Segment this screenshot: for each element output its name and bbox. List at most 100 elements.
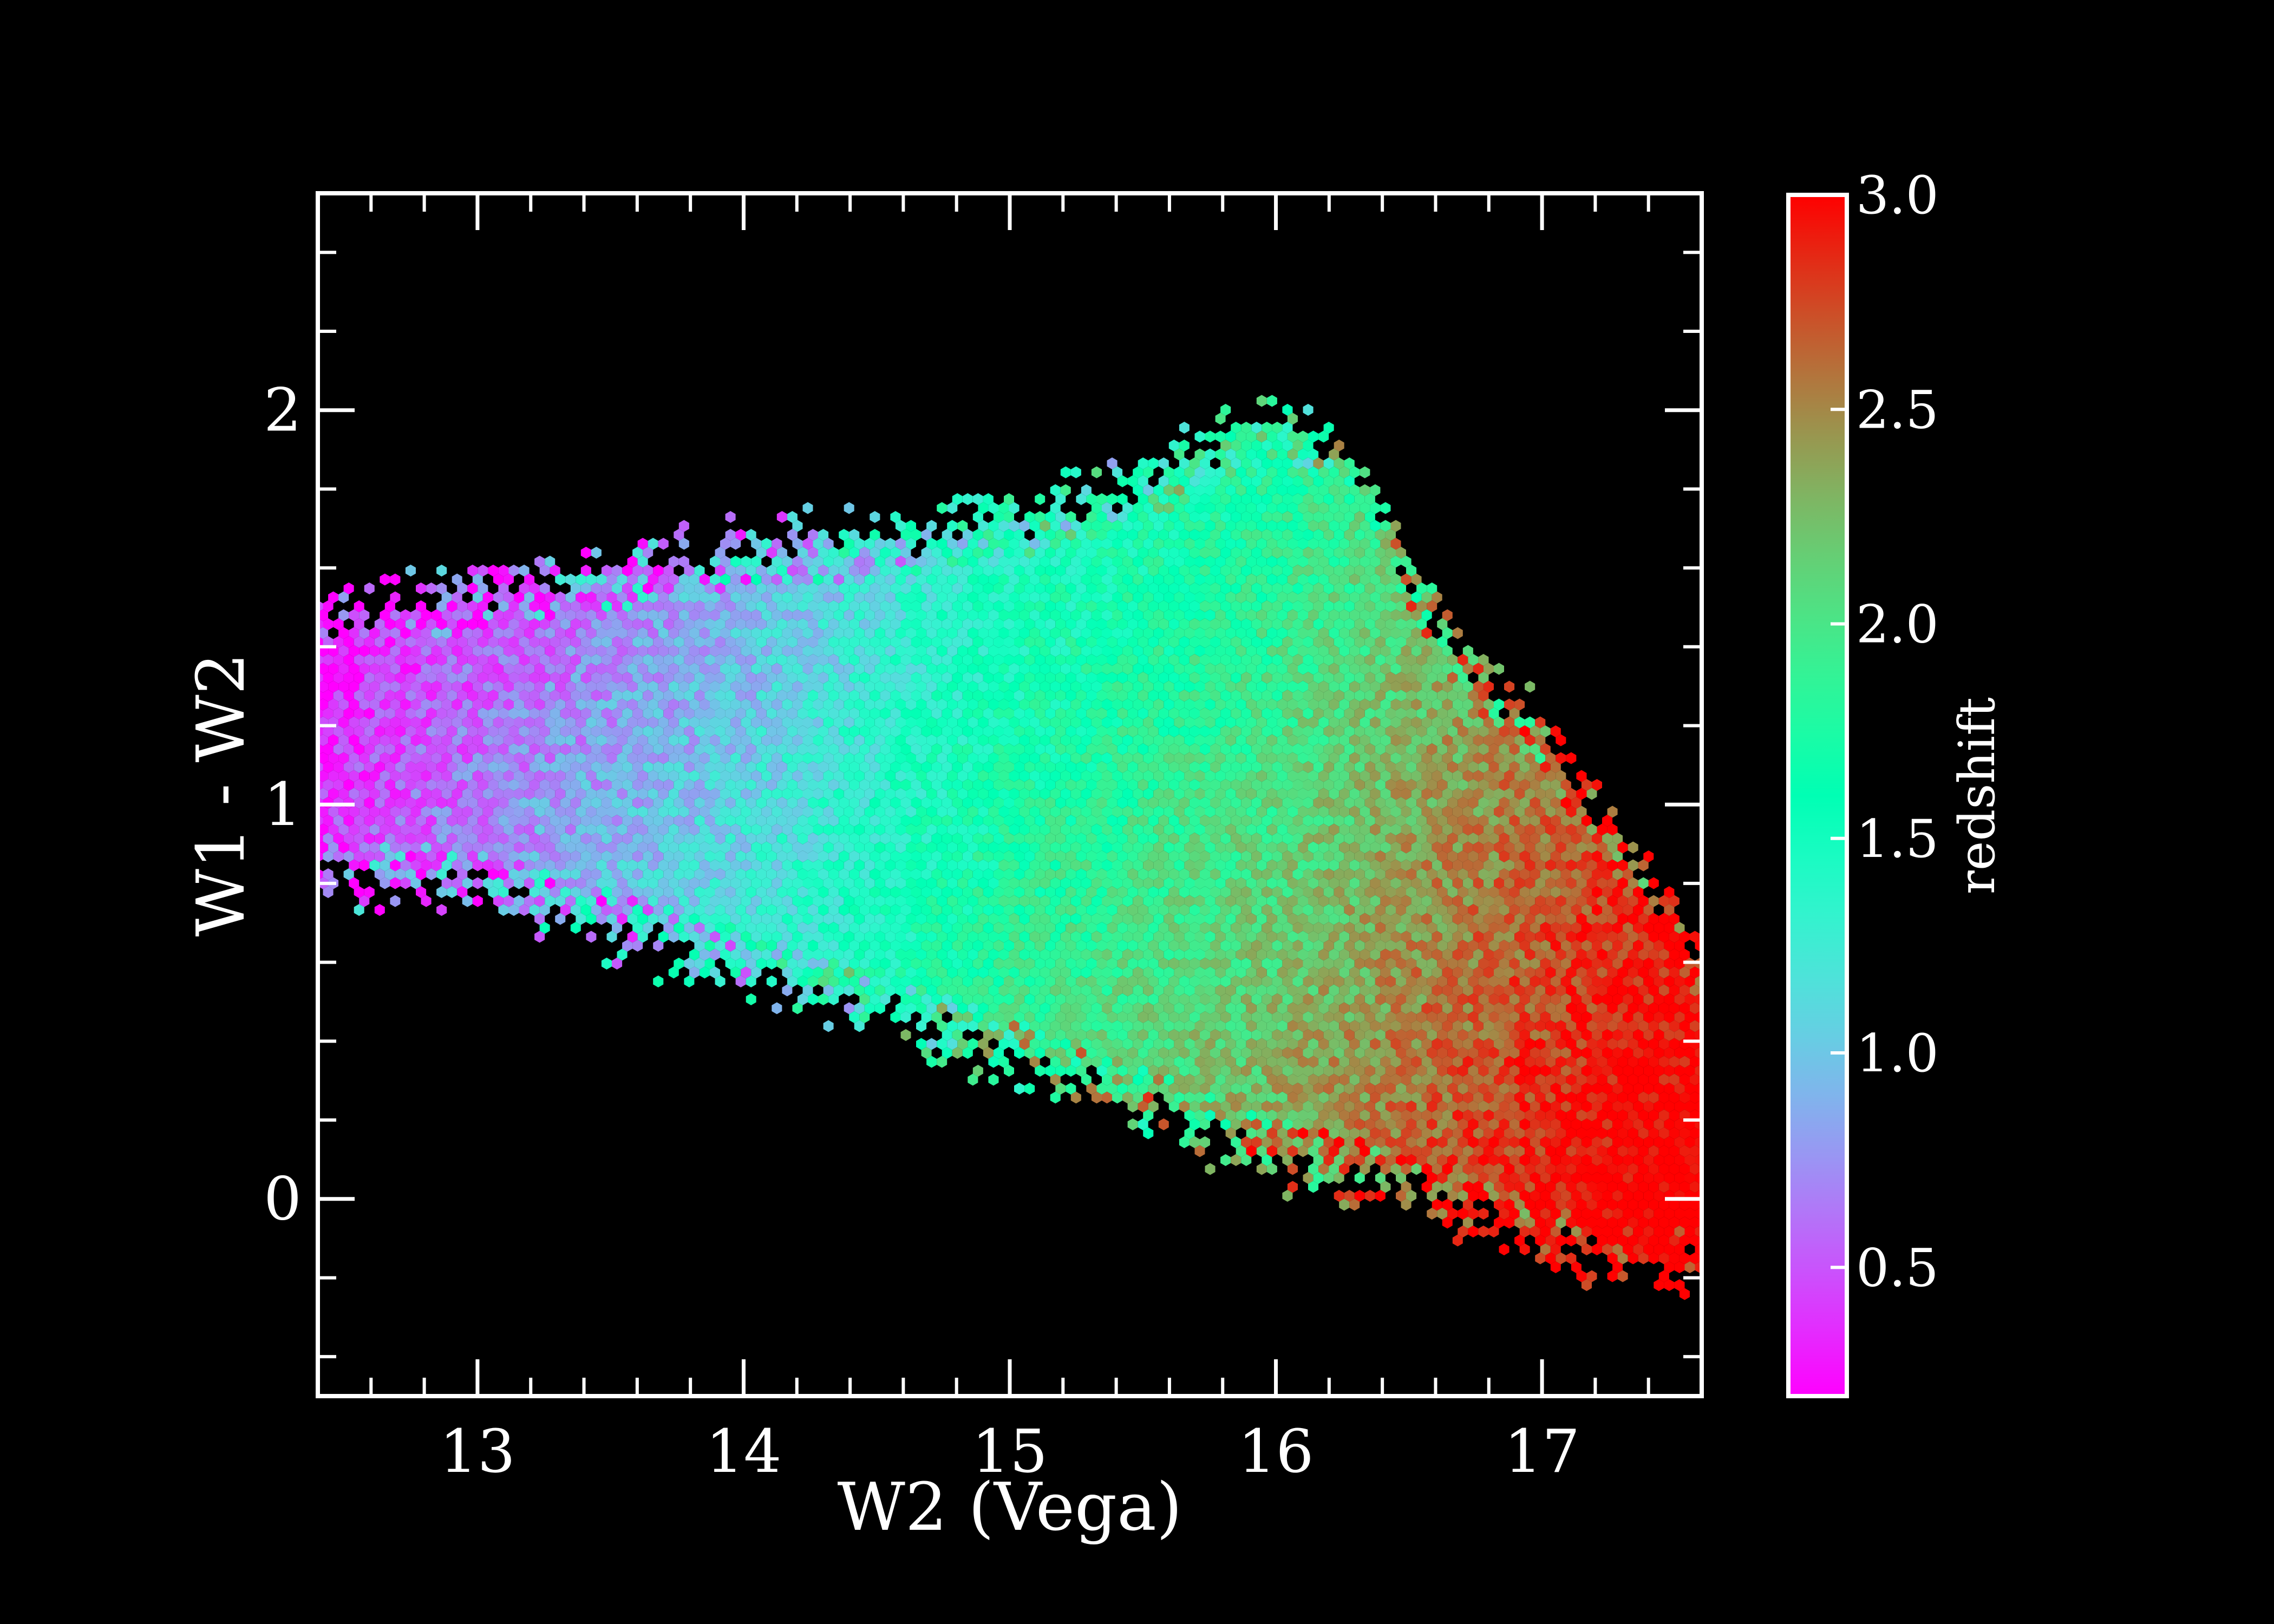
hexbin-cell <box>776 547 787 559</box>
hexbin-cell <box>1298 448 1308 461</box>
hexbin-cell <box>1318 680 1329 693</box>
hexbin-cell <box>952 636 963 648</box>
hexbin-cell <box>1282 600 1293 612</box>
hexbin-cell <box>1432 698 1442 711</box>
hexbin-cell <box>972 690 983 702</box>
hexbin-cell <box>1004 743 1014 755</box>
hexbin-cell <box>1262 672 1272 684</box>
hexbin-cell <box>1251 690 1262 702</box>
hexbin-cell <box>957 573 968 586</box>
hexbin-cell <box>323 600 334 612</box>
hexbin-cell <box>323 761 334 773</box>
hexbin-cell <box>1344 672 1355 684</box>
hexbin-cell <box>1313 708 1324 719</box>
hexbin-cell <box>395 743 406 755</box>
hexbin-cell <box>983 493 994 505</box>
hexbin-cell <box>993 761 1004 773</box>
hexbin-cell <box>1086 529 1097 541</box>
hexbin-cell <box>478 654 488 666</box>
hexbin-cell <box>436 708 447 719</box>
hexbin-cell <box>1014 725 1025 737</box>
hexbin-cell <box>1076 547 1087 559</box>
hexbin-cell <box>658 698 669 711</box>
hexbin-cell <box>338 716 349 729</box>
hexbin-cell <box>1329 573 1339 586</box>
hexbin-cell <box>1396 636 1406 648</box>
hexbin-cell <box>1494 663 1504 675</box>
hexbin-cell <box>947 520 958 532</box>
hexbin-cell <box>555 609 566 621</box>
hexbin-cell <box>1262 422 1272 434</box>
hexbin-cell <box>1370 520 1381 532</box>
hexbin-cell <box>1473 680 1484 693</box>
hexbin-cell <box>870 618 880 630</box>
hexbin-cell <box>1401 609 1412 621</box>
hexbin-cell <box>343 636 354 648</box>
hexbin-cell <box>885 555 896 568</box>
hexbin-cell <box>1148 708 1159 719</box>
hexbin-cell <box>916 752 927 764</box>
hexbin-cell <box>380 698 390 711</box>
hexbin-cell <box>1360 609 1370 621</box>
hexbin-cell <box>374 725 385 737</box>
hexbin-cell <box>813 555 824 568</box>
hexbin-cell <box>1272 672 1283 684</box>
hexbin-cell <box>431 680 442 693</box>
hexbin-cell <box>663 743 674 755</box>
hexbin-cell <box>1427 743 1437 755</box>
hexbin-cell <box>390 663 401 675</box>
hexbin-cell <box>823 573 834 586</box>
hexbin-cell <box>1375 529 1386 541</box>
hexbin-cell <box>1380 734 1391 746</box>
hexbin-cell <box>1055 618 1066 630</box>
hexbin-cell <box>612 761 623 773</box>
hexbin-cell <box>782 680 793 693</box>
hexbin-cell <box>1411 591 1422 604</box>
hexbin-cell <box>1158 511 1169 523</box>
hexbin-cell <box>1246 484 1257 496</box>
hexbin-cell <box>576 770 586 782</box>
hexbin-cell <box>1040 538 1050 550</box>
hexbin-cell <box>1184 591 1195 604</box>
hexbin-cell <box>823 645 834 657</box>
hexbin-cell <box>1102 698 1112 711</box>
hexbin-cell <box>622 582 633 594</box>
hexbin-cell <box>462 645 473 657</box>
hexbin-cell <box>1380 716 1391 729</box>
hexbin-cell <box>1334 511 1344 523</box>
hexbin-cell <box>1277 502 1288 514</box>
hexbin-cell <box>596 609 607 621</box>
hexbin-cell <box>1370 573 1381 586</box>
hexbin-cell <box>1308 627 1319 639</box>
hexbin-cell <box>343 672 354 684</box>
hexbin-cell <box>1117 636 1128 648</box>
hexbin-cell <box>1096 636 1107 648</box>
hexbin-cell <box>911 690 922 702</box>
hexbin-cell <box>818 600 829 612</box>
hexbin-cell <box>766 654 777 666</box>
hexbin-cell <box>1416 600 1427 612</box>
hexbin-cell <box>1540 725 1551 737</box>
hexbin-cell <box>741 680 752 693</box>
hexbin-cell <box>1272 529 1283 541</box>
hexbin-cell <box>1096 511 1107 523</box>
hexbin-cell <box>1122 752 1133 764</box>
hexbin-cell <box>942 725 952 737</box>
hexbin-cell <box>741 573 752 586</box>
hexbin-cell <box>1102 645 1112 657</box>
hexbin-cell <box>663 565 674 577</box>
hexbin-cell <box>1050 573 1061 586</box>
hexbin-cell <box>885 734 896 746</box>
hexbin-cell <box>1086 511 1097 523</box>
hexbin-cell <box>1349 645 1360 657</box>
hexbin-cell <box>694 743 705 755</box>
hexbin-cell <box>1200 690 1210 702</box>
hexbin-cell <box>1117 743 1128 755</box>
hexbin-cell <box>978 627 989 639</box>
hexbin-cell <box>380 609 390 621</box>
hexbin-cell <box>1215 645 1226 657</box>
hexbin-cell <box>1370 609 1381 621</box>
hexbin-cell <box>1127 636 1138 648</box>
hexbin-cell <box>416 708 427 719</box>
hexbin-cell <box>390 645 401 657</box>
